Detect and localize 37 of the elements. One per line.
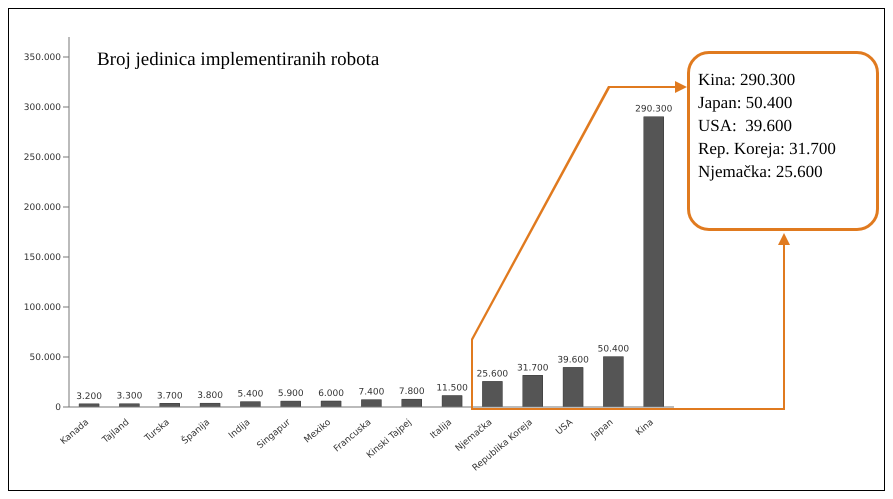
bar xyxy=(280,400,301,407)
y-tick-label: 150.000 xyxy=(24,253,62,264)
data-label: 31.700 xyxy=(517,363,549,374)
bar xyxy=(562,367,584,407)
callout-box: Kina: 290.300 Japan: 50.400 USA: 39.600 Rep. Koreja: 31.700 Njemačka: 25.600 xyxy=(687,51,879,231)
bar xyxy=(320,400,342,407)
y-tick-label: 350.000 xyxy=(24,53,62,64)
bar xyxy=(402,398,422,407)
bar xyxy=(482,381,503,407)
data-label: 7.400 xyxy=(358,388,385,398)
data-label: 50.400 xyxy=(598,344,630,355)
data-label: 5.400 xyxy=(238,390,264,400)
y-tick-label: 100.000 xyxy=(24,303,62,314)
data-label: 3.300 xyxy=(116,392,143,402)
x-tick-label: Kina xyxy=(634,418,656,438)
bar xyxy=(644,116,664,407)
data-label: 6.000 xyxy=(318,389,344,399)
bar xyxy=(522,375,543,407)
bar xyxy=(603,356,624,407)
text: Broj jedinica implementiranih robota xyxy=(97,49,380,71)
y-tick-label: 300.000 xyxy=(24,103,62,114)
data-label: 290.300 xyxy=(635,104,673,115)
data-label: 3.800 xyxy=(197,391,224,402)
y-tick-label: 50.000 xyxy=(30,353,62,364)
data-label: 5.900 xyxy=(278,389,304,400)
y-tick-label: 200.000 xyxy=(24,203,62,214)
data-label: 3.200 xyxy=(76,392,102,402)
data-label: 3.700 xyxy=(156,391,183,402)
data-label: 11.500 xyxy=(436,384,468,394)
bar xyxy=(361,399,382,407)
data-label: 25.600 xyxy=(476,369,508,380)
y-tick-label: 250.000 xyxy=(24,153,62,164)
data-label: 39.600 xyxy=(557,355,590,366)
y-tick-label: 0 xyxy=(55,403,62,414)
data-label: 7.800 xyxy=(398,387,425,398)
bar xyxy=(442,395,462,407)
x-tick-label: USA xyxy=(554,417,576,438)
